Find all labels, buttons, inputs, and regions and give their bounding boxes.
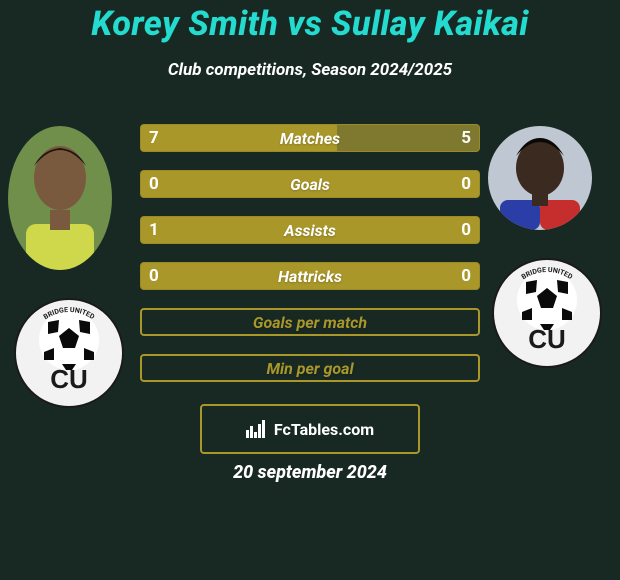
stat-value-right: 5 xyxy=(435,125,471,151)
stat-value-right: 0 xyxy=(435,263,471,289)
stat-value-right: 0 xyxy=(435,217,471,243)
stat-row: Goals per match xyxy=(140,308,480,336)
brand-box: FcTables.com xyxy=(200,404,420,454)
club-badge-right: CU BRIDGE UNITED xyxy=(492,258,602,368)
stat-label: Goals xyxy=(141,171,479,197)
stat-row: 0 Goals 0 xyxy=(140,170,480,198)
stat-rows: 7 Matches 5 0 Goals 0 1 Assists 0 0 Hatt… xyxy=(140,124,480,400)
stat-value-right: 0 xyxy=(435,171,471,197)
stat-label: Goals per match xyxy=(142,310,478,334)
comparison-infographic: Korey Smith vs Sullay Kaikai Club compet… xyxy=(0,0,620,580)
stat-row: 1 Assists 0 xyxy=(140,216,480,244)
stat-label: Min per goal xyxy=(142,356,478,380)
player-photo-left xyxy=(8,126,112,270)
subtitle: Club competitions, Season 2024/2025 xyxy=(0,60,620,80)
club-badge-left: CU BRIDGE UNITED xyxy=(14,298,124,408)
player-photo-right xyxy=(488,126,592,230)
svg-text:CU: CU xyxy=(50,364,88,394)
stat-row: 7 Matches 5 xyxy=(140,124,480,152)
brand-text: FcTables.com xyxy=(274,420,374,439)
stat-row: Min per goal xyxy=(140,354,480,382)
generated-date: 20 september 2024 xyxy=(0,462,620,483)
stat-label: Assists xyxy=(141,217,479,243)
svg-text:CU: CU xyxy=(528,324,566,354)
stat-label: Hattricks xyxy=(141,263,479,289)
stat-row: 0 Hattricks 0 xyxy=(140,262,480,290)
stat-label: Matches xyxy=(141,125,479,151)
page-title: Korey Smith vs Sullay Kaikai xyxy=(0,4,620,44)
bar-chart-icon xyxy=(246,420,268,438)
